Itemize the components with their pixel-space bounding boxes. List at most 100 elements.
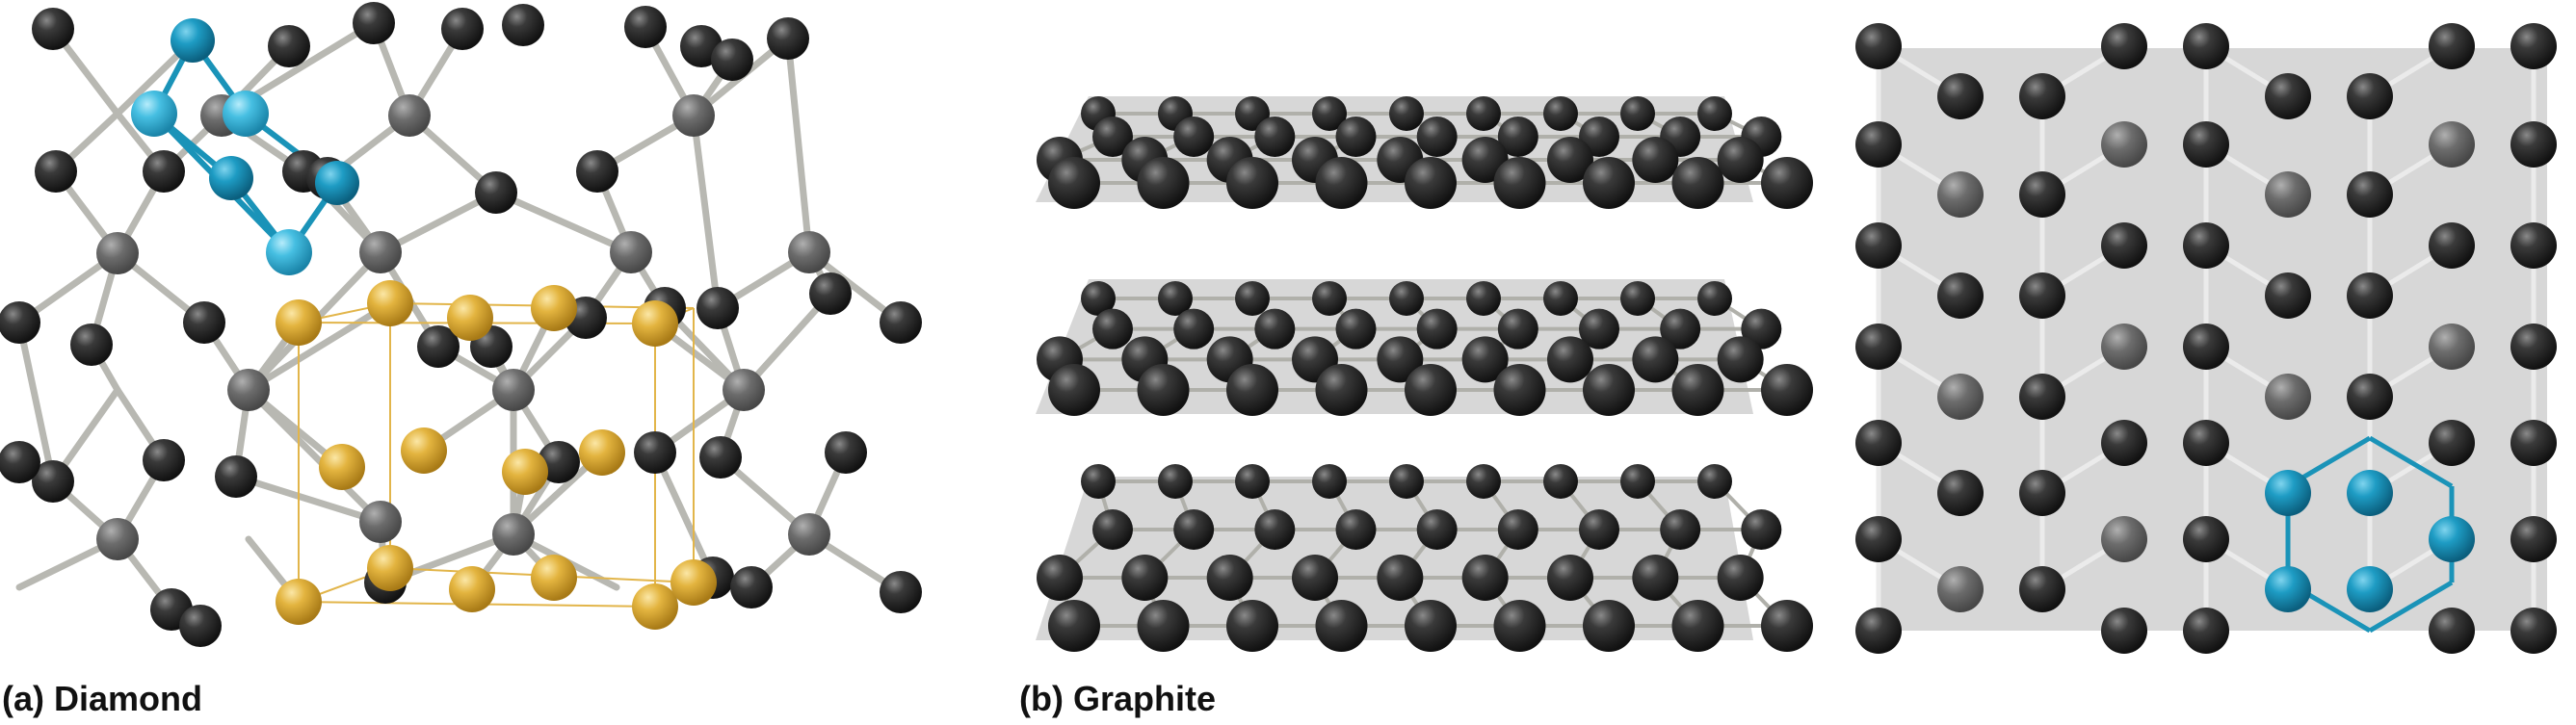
- graphite-sheet-atom: [2019, 374, 2065, 420]
- graphite-carbon-atom: [1583, 600, 1635, 652]
- graphite-layer-atoms: [1037, 281, 1813, 416]
- graphite-carbon-atom: [1173, 117, 1215, 157]
- graphite-carbon-atom: [1466, 281, 1501, 316]
- unit-cell-atom: [531, 555, 577, 601]
- graphite-sheet-atom: [1855, 222, 1902, 269]
- graphite-sheet-atom: [2101, 516, 2147, 562]
- graphite-carbon-atom: [1466, 464, 1501, 499]
- diamond-carbon-atom: [96, 518, 139, 560]
- graphite-sheet-atom: [2019, 272, 2065, 319]
- graphite-sheet-atom: [1937, 171, 1984, 218]
- graphite-carbon-atom: [1335, 509, 1377, 550]
- graphite-sheet-atom: [2510, 420, 2557, 466]
- diamond-carbon-atom: [825, 431, 867, 474]
- graphite-sheet-atom: [2265, 374, 2311, 420]
- diamond-carbon-atom: [32, 8, 74, 50]
- diamond-structure: [0, 2, 922, 647]
- graphite-sheet-atom: [1937, 566, 1984, 612]
- graphite-carbon-atom: [1583, 364, 1635, 416]
- graphite-sheet-atom: [2265, 73, 2311, 119]
- diamond-carbon-atom: [809, 272, 852, 315]
- graphite-carbon-atom: [1671, 600, 1724, 652]
- diamond-carbon-atom: [711, 39, 753, 81]
- graphite-carbon-atom: [1620, 96, 1655, 131]
- graphite-layer-atoms: [1037, 96, 1813, 209]
- graphite-sheet-atom: [2429, 121, 2475, 168]
- graphite-sheet-atom: [2183, 608, 2229, 654]
- highlight-atom: [209, 156, 253, 200]
- graphite-carbon-atom: [1226, 364, 1278, 416]
- graphite-sheet-atom: [1937, 470, 1984, 516]
- graphite-carbon-atom: [1206, 555, 1253, 601]
- diamond-carbon-atom: [880, 571, 922, 613]
- diamond-bond: [232, 473, 384, 526]
- graphite-carbon-atom: [1493, 157, 1546, 209]
- graphite-sheet-atom: [2347, 73, 2393, 119]
- graphite-carbon-atom: [1137, 600, 1190, 652]
- highlight-bond: [2368, 580, 2454, 634]
- graphite-carbon-atom: [1389, 281, 1424, 316]
- graphite-sheet-atom: [2183, 420, 2229, 466]
- highlight-atom: [266, 229, 312, 275]
- graphite-carbon-atom: [1137, 364, 1190, 416]
- diamond-carbon-atom: [215, 455, 257, 498]
- graphite-sheet-atom: [1855, 516, 1902, 562]
- diamond-bond: [245, 299, 394, 394]
- unit-cell-atom: [632, 300, 678, 347]
- graphite-carbon-atom: [1543, 96, 1578, 131]
- graphite-carbon-atom: [1717, 137, 1764, 183]
- graphite-carbon-atom: [1235, 281, 1270, 316]
- graphite-sheet-atom: [2429, 608, 2475, 654]
- graphite-carbon-atom: [1416, 308, 1458, 350]
- diamond-atoms: [0, 2, 922, 647]
- graphite-carbon-atom: [1493, 364, 1546, 416]
- graphite-carbon-atom: [1137, 157, 1190, 209]
- graphite-sheet-atom: [2265, 272, 2311, 319]
- graphite-carbon-atom: [1312, 464, 1347, 499]
- diamond-carbon-atom: [268, 25, 310, 67]
- caption-graphite: (b) Graphite: [1019, 679, 1216, 718]
- graphite-carbon-atom: [1312, 96, 1347, 131]
- graphite-carbon-atom: [1547, 137, 1593, 183]
- diamond-carbon-atom: [723, 369, 765, 411]
- graphite-carbon-atom: [1466, 96, 1501, 131]
- graphite-sheet-atom: [2101, 324, 2147, 370]
- graphite-carbon-atom: [1335, 117, 1377, 157]
- unit-cell-atom: [670, 559, 717, 606]
- graphite-carbon-atom: [1547, 555, 1593, 601]
- graphite-carbon-atom: [1092, 117, 1133, 157]
- graphite-carbon-atom: [1632, 137, 1679, 183]
- graphite-carbon-atom: [1620, 281, 1655, 316]
- diamond-bond: [690, 112, 722, 312]
- diamond-bond: [15, 319, 57, 485]
- diamond-bond: [492, 189, 635, 256]
- graphite-carbon-atom: [1416, 509, 1458, 550]
- graphite-carbon-atom: [1741, 509, 1782, 550]
- unit-cell-atom: [447, 295, 493, 341]
- diamond-carbon-atom: [0, 441, 40, 483]
- diamond-carbon-atom: [624, 6, 667, 48]
- diamond-carbon-atom: [697, 287, 739, 329]
- diamond-carbon-atom: [880, 301, 922, 344]
- graphite-carbon-atom: [1092, 509, 1133, 550]
- highlight-atom: [2347, 470, 2393, 516]
- graphite-sheet-atom: [2510, 121, 2557, 168]
- diamond-bond: [651, 449, 717, 582]
- highlight-atom: [315, 161, 359, 205]
- graphite-carbon-atom: [1158, 281, 1193, 316]
- diamond-carbon-atom: [492, 369, 535, 411]
- graphite-carbon-atom: [1579, 308, 1619, 350]
- graphite-carbon-atom: [1081, 464, 1116, 499]
- graphite-sheet-atom: [2429, 324, 2475, 370]
- graphite-sheet-atom: [2101, 121, 2147, 168]
- graphite-sheet-atom: [2429, 420, 2475, 466]
- graphite-carbon-atom: [1405, 600, 1457, 652]
- unit-cell-atom: [449, 566, 495, 612]
- diamond-carbon-atom: [699, 436, 742, 479]
- diamond-carbon-atom: [417, 325, 460, 368]
- diamond-bond: [377, 189, 500, 256]
- graphite-carbon-atom: [1671, 364, 1724, 416]
- graphite-sheet-atom: [2265, 171, 2311, 218]
- graphite-sheet-atom: [1855, 121, 1902, 168]
- graphite-sheet-atom: [2019, 73, 2065, 119]
